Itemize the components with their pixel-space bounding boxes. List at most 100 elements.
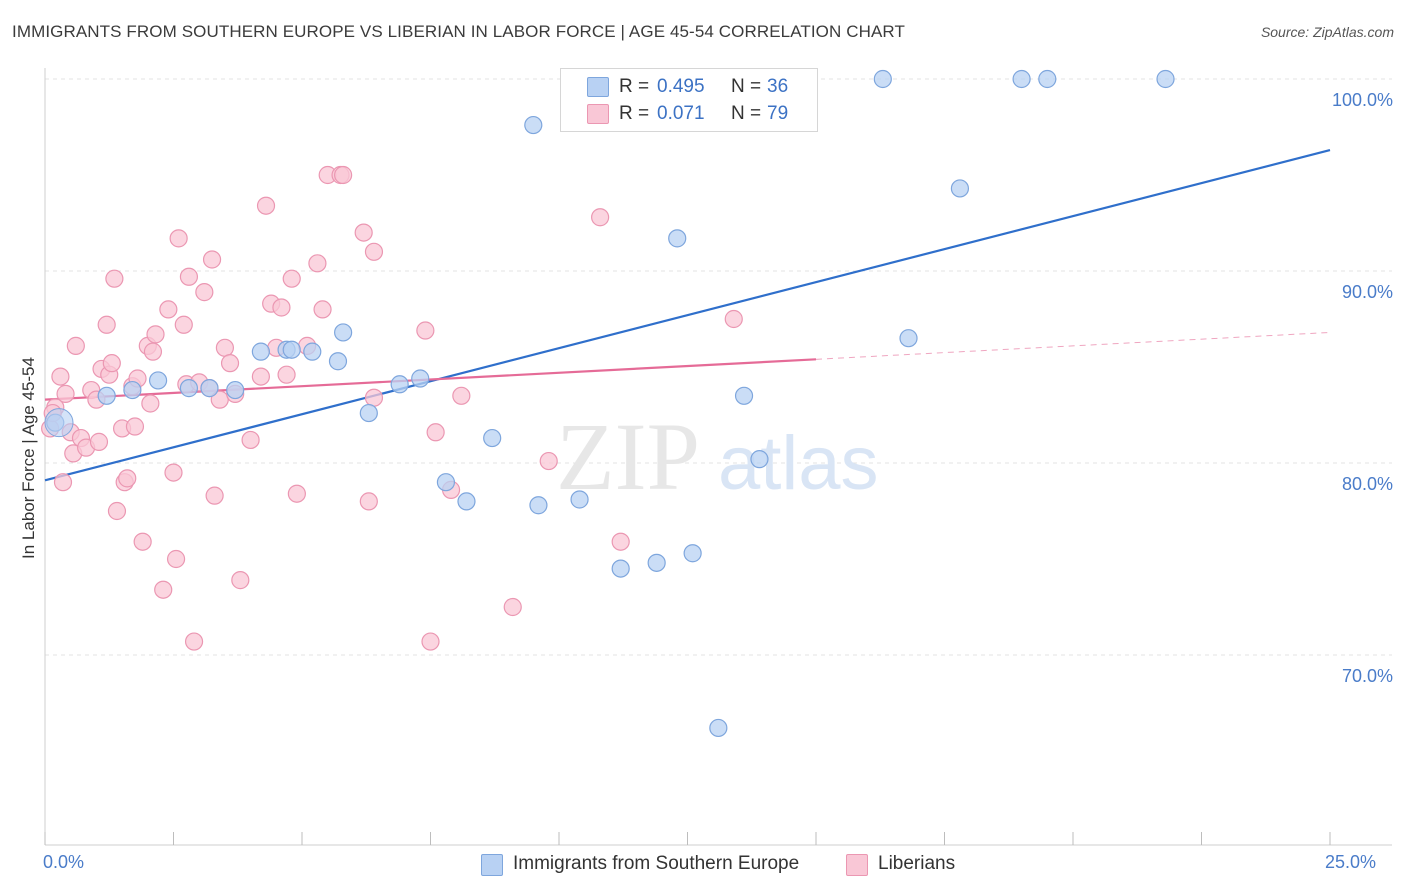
point-southern-europe	[97, 386, 116, 405]
bottom-legend-label: Immigrants from Southern Europe	[513, 853, 800, 874]
point-southern-europe	[734, 386, 754, 405]
legend-n-value: 36	[767, 76, 789, 97]
y-tick-label: 80.0%	[1342, 474, 1393, 494]
x-tick-label-max: 25.0%	[1325, 852, 1377, 872]
point-southern-europe	[750, 450, 769, 469]
point-southern-europe	[683, 544, 702, 563]
point-southern-europe	[647, 553, 666, 572]
point-liberian	[125, 417, 145, 436]
bottom-legend-swatch-blue	[481, 854, 503, 876]
point-southern-europe	[1012, 69, 1031, 89]
y-tick-labels: 70.0% 80.0% 90.0% 100.0%	[1332, 90, 1393, 686]
point-liberian	[174, 315, 193, 334]
scatter-points	[41, 69, 1175, 738]
legend-n-value: 79	[767, 103, 789, 124]
point-liberian	[313, 300, 332, 319]
y-tick-label: 70.0%	[1342, 666, 1393, 686]
point-liberian	[154, 580, 173, 599]
point-liberian	[215, 338, 234, 357]
x-tick-label-min: 0.0%	[43, 852, 85, 872]
point-liberian	[359, 492, 378, 511]
point-liberian	[195, 283, 214, 302]
point-southern-europe	[251, 342, 270, 361]
point-southern-europe	[123, 380, 142, 400]
point-southern-europe	[611, 559, 630, 578]
point-liberian	[159, 300, 178, 319]
point-liberian	[287, 484, 306, 503]
point-southern-europe	[1038, 69, 1057, 89]
point-southern-europe	[148, 371, 168, 390]
point-liberian	[118, 469, 137, 488]
legend-r-label: R =	[619, 103, 650, 124]
point-southern-europe	[483, 428, 502, 448]
legend-swatch-pink	[587, 104, 609, 124]
legend-r-value: 0.495	[657, 76, 705, 97]
chart-source: Source: ZipAtlas.com	[1260, 24, 1394, 40]
point-liberian	[282, 269, 301, 288]
point-liberian	[452, 386, 471, 405]
point-liberian	[107, 501, 127, 521]
point-liberian	[220, 354, 240, 373]
legend-r-value: 0.071	[657, 103, 705, 124]
point-liberian	[231, 571, 250, 590]
point-southern-europe	[226, 380, 245, 400]
point-southern-europe-cluster	[44, 408, 74, 438]
bottom-legend-swatch-pink	[846, 854, 868, 876]
point-southern-europe	[200, 379, 219, 398]
point-liberian	[141, 394, 160, 413]
point-liberian	[241, 430, 260, 450]
point-southern-europe	[524, 115, 543, 135]
correlation-legend: R = 0.495 N = 36 R = 0.071 N = 79	[560, 68, 818, 132]
point-southern-europe	[282, 340, 301, 359]
legend-n-label: N =	[731, 76, 762, 97]
point-southern-europe	[390, 375, 409, 394]
point-southern-europe	[529, 496, 548, 515]
point-southern-europe	[303, 342, 322, 361]
point-liberian	[272, 298, 291, 317]
point-southern-europe	[950, 179, 970, 198]
point-liberian	[146, 325, 165, 344]
y-tick-label: 100.0%	[1332, 90, 1393, 110]
point-southern-europe	[359, 403, 378, 423]
point-liberian	[169, 229, 188, 248]
point-liberian	[202, 250, 222, 269]
point-southern-europe	[411, 369, 430, 388]
legend-n-label: N =	[731, 103, 762, 124]
point-liberian	[364, 242, 384, 261]
point-liberian	[51, 367, 70, 386]
point-liberian	[205, 486, 224, 505]
point-liberian	[256, 196, 276, 215]
legend-r-label: R =	[619, 76, 650, 97]
point-liberian	[102, 354, 121, 373]
point-liberian	[143, 342, 163, 361]
bottom-legend-label: Liberians	[878, 853, 956, 874]
point-liberian	[591, 208, 610, 227]
point-liberian	[53, 473, 73, 492]
point-liberian	[277, 365, 296, 384]
point-liberian	[354, 223, 373, 242]
point-southern-europe	[899, 329, 918, 348]
point-liberian	[133, 532, 152, 551]
legend-row-liberians: R = 0.071 N = 79	[561, 101, 817, 127]
legend-swatch-blue	[587, 77, 609, 97]
point-southern-europe	[328, 352, 348, 371]
chart-title: IMMIGRANTS FROM SOUTHERN EUROPE VS LIBER…	[12, 22, 905, 41]
point-liberian	[503, 597, 522, 617]
point-liberian	[89, 432, 109, 451]
point-southern-europe	[179, 379, 199, 398]
point-liberian	[164, 463, 183, 482]
point-southern-europe	[570, 490, 589, 509]
legend-row-southern-europe: R = 0.495 N = 36	[561, 74, 817, 100]
point-liberian	[308, 254, 327, 273]
watermark-atlas: atlas	[718, 421, 879, 506]
point-southern-europe	[873, 69, 892, 89]
point-southern-europe	[457, 492, 476, 511]
trend-line-southern-europe	[44, 148, 1331, 482]
point-southern-europe	[668, 229, 687, 248]
point-liberian	[56, 384, 75, 403]
trend-lines	[44, 148, 1331, 482]
point-southern-europe	[334, 323, 353, 342]
point-liberian	[66, 336, 85, 355]
point-liberian	[166, 549, 186, 569]
